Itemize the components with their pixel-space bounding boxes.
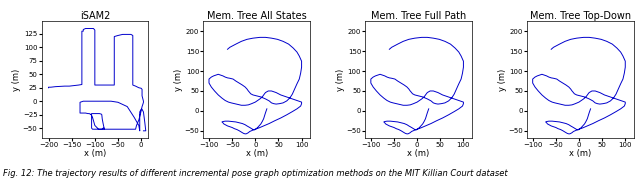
Title: iSAM2: iSAM2 [79,11,110,21]
X-axis label: x (m): x (m) [246,149,268,158]
X-axis label: x (m): x (m) [84,149,106,158]
Title: Mem. Tree Full Path: Mem. Tree Full Path [371,11,466,21]
Title: Mem. Tree All States: Mem. Tree All States [207,11,307,21]
Text: Fig. 12: The trajectory results of different incremental pose graph optimization: Fig. 12: The trajectory results of diffe… [3,169,508,178]
Y-axis label: y (m): y (m) [336,69,345,91]
Title: Mem. Tree Top-Down: Mem. Tree Top-Down [530,11,631,21]
Y-axis label: y (m): y (m) [12,69,21,91]
X-axis label: x (m): x (m) [569,149,591,158]
Y-axis label: y (m): y (m) [498,69,507,91]
Y-axis label: y (m): y (m) [174,69,183,91]
X-axis label: x (m): x (m) [408,149,429,158]
